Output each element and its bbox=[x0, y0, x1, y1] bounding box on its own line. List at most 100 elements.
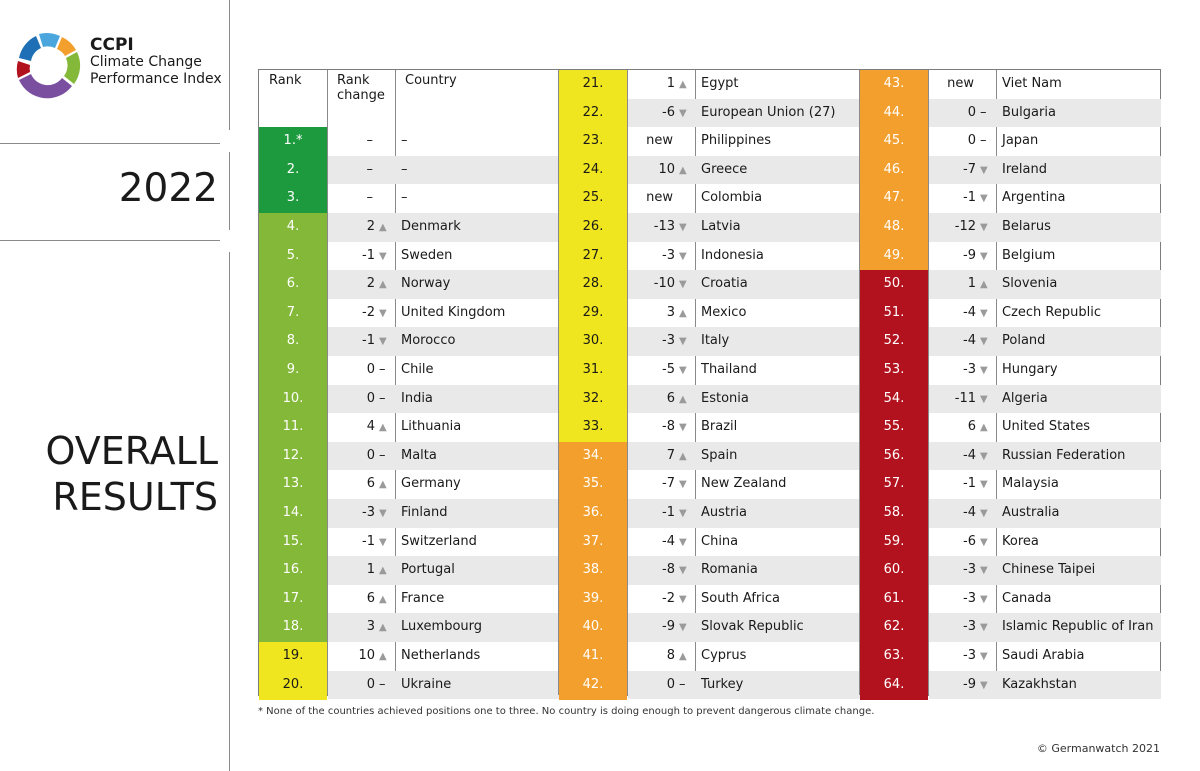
row-stripe bbox=[929, 670, 1161, 700]
rank-change-value: -6 bbox=[963, 533, 976, 549]
rank-change-cell: -12 ▼ bbox=[928, 213, 992, 241]
section-title-line-1: OVERALL bbox=[45, 429, 218, 473]
rank-change-value: 2 bbox=[366, 276, 375, 292]
rank-change-cell: 4 ▲ bbox=[327, 413, 391, 441]
rank-cell: 33. bbox=[559, 413, 627, 443]
rank-change-value: new bbox=[646, 190, 673, 206]
country-cell: South Africa bbox=[701, 590, 780, 606]
rank-change-value: -3 bbox=[662, 333, 675, 349]
rank-change-value: -1 bbox=[963, 476, 976, 492]
rank-cell: 22. bbox=[559, 98, 627, 128]
country-cell: Poland bbox=[1002, 333, 1046, 349]
arrow-up-icon: ▲ bbox=[379, 222, 387, 233]
rank-cell: 29. bbox=[559, 298, 627, 328]
country-cell: Malta bbox=[401, 447, 437, 463]
rank-cell: 10. bbox=[259, 384, 327, 414]
country-cell: Greece bbox=[701, 161, 748, 177]
rank-cell: 18. bbox=[259, 613, 327, 643]
arrow-down-icon: ▼ bbox=[679, 536, 687, 548]
rank-change-value: -4 bbox=[963, 505, 976, 520]
rank-cell: 23. bbox=[559, 127, 627, 157]
country-cell: Malaysia bbox=[1002, 476, 1059, 492]
rank-change-value: -3 bbox=[963, 619, 976, 635]
brand-block: CCPI Climate Change Performance Index bbox=[90, 37, 222, 88]
rank-change-cell: – bbox=[327, 156, 391, 184]
rank-cell: 28. bbox=[559, 270, 627, 300]
rank-change-cell: – bbox=[327, 127, 391, 155]
rank-change-cell: -11 ▼ bbox=[928, 385, 992, 413]
rank-change-cell: -4 ▼ bbox=[627, 528, 691, 556]
country-cell: Egypt bbox=[701, 76, 739, 91]
rank-cell: 9. bbox=[259, 356, 327, 385]
country-cell: Italy bbox=[701, 333, 730, 349]
rank-change-value: -4 bbox=[662, 533, 675, 549]
arrow-down-icon: ▼ bbox=[679, 508, 687, 519]
country-cell: Sweden bbox=[401, 247, 453, 263]
arrow-down-icon: ▼ bbox=[679, 365, 687, 376]
country-cell: Slovenia bbox=[1002, 276, 1058, 292]
rank-change-cell: -2 ▼ bbox=[627, 585, 691, 613]
rank-change-value: 0 bbox=[366, 362, 375, 377]
country-cell: Brazil bbox=[701, 419, 738, 435]
rank-cell: 35. bbox=[559, 470, 627, 500]
row-stripe bbox=[628, 155, 860, 185]
country-cell: Lithuania bbox=[401, 419, 462, 435]
country-cell: Czech Republic bbox=[1002, 304, 1101, 320]
country-cell: Netherlands bbox=[401, 648, 481, 663]
country-cell: India bbox=[401, 390, 433, 406]
rank-change-cell: 10 ▲ bbox=[627, 156, 691, 184]
rank-cell: 45. bbox=[860, 127, 928, 157]
rank-change-cell: new bbox=[627, 184, 691, 212]
country-cell: Bulgaria bbox=[1002, 104, 1056, 120]
rank-change-cell: -5 ▼ bbox=[627, 356, 691, 384]
rank-change-cell: 0– bbox=[627, 671, 691, 699]
dash-icon: – bbox=[379, 676, 386, 692]
arrow-down-icon: ▼ bbox=[980, 508, 988, 519]
country-cell: Finland bbox=[401, 505, 448, 520]
arrow-up-icon: ▲ bbox=[379, 622, 387, 634]
country-cell: Hungary bbox=[1002, 362, 1058, 377]
country-cell: Norway bbox=[401, 276, 451, 292]
rank-change-cell: -3 ▼ bbox=[327, 499, 391, 527]
rank-change-value: 7 bbox=[666, 447, 675, 463]
rank-change-value: 10 bbox=[358, 648, 375, 663]
rank-change-cell: -3 ▼ bbox=[928, 613, 992, 641]
arrow-up-icon: ▲ bbox=[679, 307, 687, 319]
rank-cell: 38. bbox=[559, 556, 627, 586]
rank-cell: 40. bbox=[559, 613, 627, 643]
country-cell: – bbox=[401, 133, 408, 149]
rank-change-cell: 0– bbox=[327, 385, 391, 413]
rank-change-cell: -7 ▼ bbox=[627, 470, 691, 498]
rank-change-value: -3 bbox=[963, 590, 976, 606]
rank-change-cell: 6 ▲ bbox=[327, 585, 391, 613]
rank-cell: 54. bbox=[860, 384, 928, 414]
arrow-up-icon: ▲ bbox=[679, 79, 687, 90]
arrow-down-icon: ▼ bbox=[679, 479, 687, 491]
rank-cell: 17. bbox=[259, 584, 327, 614]
copyright: © Germanwatch 2021 bbox=[1036, 742, 1160, 755]
arrow-up-icon: ▲ bbox=[379, 651, 387, 662]
arrow-down-icon: ▼ bbox=[980, 679, 988, 691]
row-stripe bbox=[628, 499, 860, 528]
rank-change-cell: -4 ▼ bbox=[928, 327, 992, 355]
row-stripe bbox=[628, 441, 860, 471]
arrow-down-icon: ▼ bbox=[379, 307, 387, 319]
arrow-down-icon: ▼ bbox=[980, 622, 988, 634]
rank-change-cell: -1 ▼ bbox=[327, 327, 391, 355]
rank-change-cell: -8 ▼ bbox=[627, 413, 691, 441]
results-table: Rank Rank change Country 1.* – – 2. – – 3. – – 4.… bbox=[258, 69, 1161, 700]
rank-cell: 36. bbox=[559, 499, 627, 528]
rank-change-value: -8 bbox=[662, 419, 675, 435]
country-cell: Philippines bbox=[701, 133, 772, 149]
rank-change-value: 6 bbox=[366, 590, 375, 606]
arrow-up-icon: ▲ bbox=[379, 279, 387, 291]
rank-change-cell: -3 ▼ bbox=[627, 327, 691, 355]
country-cell: Germany bbox=[401, 476, 461, 492]
country-cell: Austria bbox=[701, 505, 747, 520]
country-cell: Chile bbox=[401, 362, 434, 377]
arrow-down-icon: ▼ bbox=[980, 250, 988, 262]
rank-change-value: 1 bbox=[666, 76, 675, 91]
row-stripe bbox=[929, 556, 1161, 585]
rank-change-value: -1 bbox=[362, 333, 375, 349]
arrow-down-icon: ▼ bbox=[679, 107, 687, 119]
